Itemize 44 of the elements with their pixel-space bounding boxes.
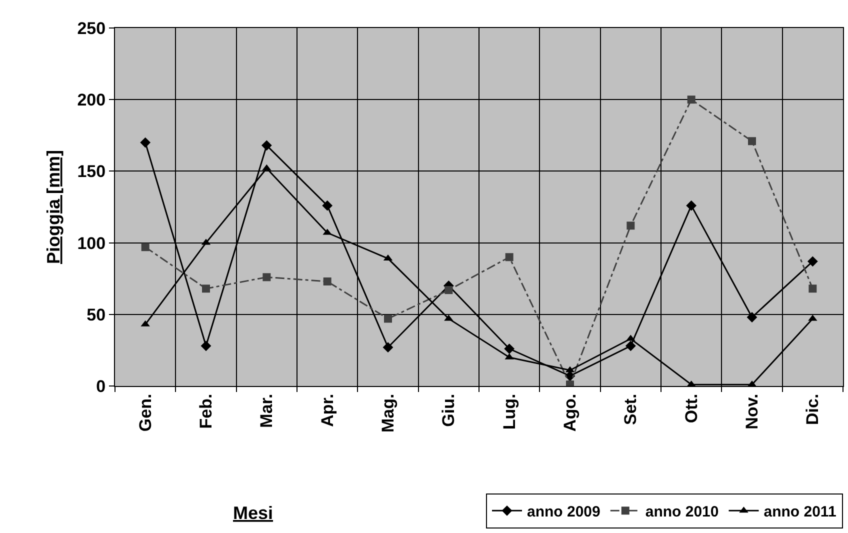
x-tick-label: Ago. [560,394,580,432]
point [748,137,756,146]
x-tick-label: Feb. [196,394,216,429]
y-tick-label: 150 [77,162,106,182]
point [808,284,817,293]
y-tick-label: 250 [77,18,106,38]
x-tick-label: Mar. [257,394,276,428]
x-tick-label: Set. [621,394,640,425]
y-tick-label: 0 [96,376,106,396]
legend-label: anno 2010 [645,504,719,520]
x-axis-title: Mesi [233,503,274,523]
x-tick-label: Lug. [500,394,519,430]
point [382,342,394,353]
point [262,273,271,282]
point [323,277,332,286]
point [202,284,210,293]
point [322,200,333,211]
point [626,222,635,230]
point [625,340,636,352]
point [505,253,514,262]
x-tick-label: Apr. [318,394,337,427]
point [261,140,272,151]
point [807,256,818,267]
y-tick-label: 50 [86,305,106,324]
point [141,243,150,252]
x-tick-label: Dic. [803,394,822,425]
point [687,96,696,104]
point [384,314,392,323]
legend-label: anno 2009 [527,504,600,520]
x-tick-label: Nov. [742,394,762,430]
point [140,137,151,148]
legend-label: anno 2011 [764,504,836,520]
x-tick-label: Gen. [136,394,155,432]
point [200,340,212,352]
y-axis-title: Pioggia [mm] [43,150,64,264]
x-tick-label: Giu. [439,394,458,427]
point [686,200,697,211]
x-tick-label: Ott. [682,394,701,424]
point [504,344,515,354]
x-tick-label: Mag. [378,394,398,433]
y-tick-label: 200 [77,90,106,110]
point [444,286,453,294]
y-tick-label: 100 [77,234,106,253]
point [746,312,758,322]
